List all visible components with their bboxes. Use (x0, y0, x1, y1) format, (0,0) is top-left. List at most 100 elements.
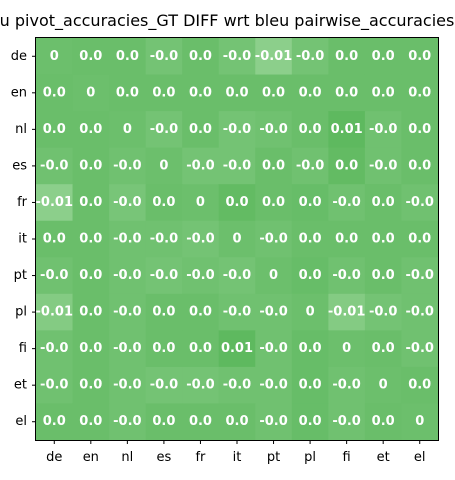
heatmap-cell (72, 366, 110, 404)
heatmap-cell (328, 366, 366, 404)
heatmap-cell (401, 257, 439, 295)
cell-value-label: -0.0 (406, 341, 434, 356)
cell-value-label: -0.0 (259, 305, 287, 320)
heatmap-cell (145, 257, 183, 295)
heatmap-cell (182, 403, 220, 441)
heatmap-cell (291, 38, 329, 76)
x-tick-label: pt (267, 450, 280, 465)
cell-value-label: 0.0 (335, 49, 358, 64)
cell-value-label: 0 (415, 414, 424, 429)
cell-value-label: -0.0 (223, 158, 251, 173)
heatmap-cell (218, 403, 256, 441)
cell-value-label: -0.0 (332, 268, 360, 283)
cell-value-label: 0.0 (79, 195, 102, 210)
heatmap-cell (401, 403, 439, 441)
cell-value-label: -0.0 (150, 122, 178, 137)
cell-value-label: 0.0 (152, 414, 175, 429)
heatmap-cell (218, 184, 256, 222)
heatmap-cell (328, 38, 366, 76)
cell-value-label: 0.0 (79, 232, 102, 247)
heatmap-cell (291, 330, 329, 368)
x-tick-label: pl (304, 450, 316, 465)
cell-value-label: 0.0 (225, 414, 248, 429)
cell-value-label: -0.0 (186, 268, 214, 283)
cell-value-label: 0.0 (152, 341, 175, 356)
heatmap-cell (255, 74, 293, 112)
heatmap-cell (36, 147, 74, 185)
cell-value-label: 0 (86, 85, 95, 100)
y-tick-label: en (11, 85, 27, 100)
cell-value-label: -0.0 (369, 305, 397, 320)
heatmap-cell (328, 220, 366, 258)
heatmap-cell (218, 147, 256, 185)
heatmap-cell (109, 184, 147, 222)
x-tick-label: nl (121, 450, 133, 465)
cell-value-label: 0.0 (189, 122, 212, 137)
cell-value-label: 0.0 (262, 195, 285, 210)
heatmap-cell (255, 403, 293, 441)
heatmap-cell-labels: 0 0.0 0.0 -0.0 0.0 -0.0 -0.01 -0.0 0.0 0.0 0.0 0.0 0… (36, 49, 434, 429)
cell-value-label: 0 (379, 378, 388, 393)
heatmap-cell (218, 38, 256, 76)
heatmap-cell (218, 293, 256, 331)
cell-value-label: -0.0 (40, 158, 68, 173)
cell-value-label: -0.0 (113, 305, 141, 320)
heatmap-cell (255, 293, 293, 331)
x-axis-ticks: de en nl es fr it pt pl fi et el (46, 440, 426, 465)
heatmap-cell (364, 111, 402, 149)
cell-value-label: -0.0 (223, 122, 251, 137)
heatmap-cell (182, 293, 220, 331)
heatmap-cell (145, 38, 183, 76)
heatmap-cell (109, 403, 147, 441)
heatmap-cell (255, 366, 293, 404)
cell-value-label: 0.0 (43, 122, 66, 137)
heatmap-cell (182, 257, 220, 295)
heatmap-cell (72, 220, 110, 258)
heatmap-cell (364, 403, 402, 441)
heatmap-cell (72, 74, 110, 112)
cell-value-label: -0.0 (406, 305, 434, 320)
heatmap-cell (218, 220, 256, 258)
cell-value-label: 0.01 (221, 341, 253, 356)
cell-value-label: -0.0 (332, 195, 360, 210)
heatmap-cell (182, 366, 220, 404)
cell-value-label: -0.01 (255, 49, 292, 64)
cell-value-label: -0.0 (40, 378, 68, 393)
cell-value-label: 0 (306, 305, 315, 320)
heatmap-cell (291, 257, 329, 295)
cell-value-label: 0.0 (152, 85, 175, 100)
cell-value-label: 0.0 (79, 378, 102, 393)
heatmap-cell (145, 220, 183, 258)
cell-value-label: 0.0 (43, 232, 66, 247)
cell-value-label: 0.0 (225, 195, 248, 210)
cell-value-label: -0.01 (36, 195, 73, 210)
y-tick-label: el (15, 414, 27, 429)
cell-value-label: -0.0 (186, 232, 214, 247)
cell-value-label: 0.0 (189, 305, 212, 320)
heatmap-cell (109, 220, 147, 258)
cell-value-label: -0.0 (223, 305, 251, 320)
heatmap-cell (182, 220, 220, 258)
cell-value-label: 0.0 (372, 195, 395, 210)
heatmap-cell (36, 257, 74, 295)
heatmap-cell (36, 184, 74, 222)
cell-value-label: 0.0 (43, 414, 66, 429)
heatmap-cell (145, 403, 183, 441)
heatmap-cell (328, 330, 366, 368)
heatmap-cells (36, 38, 439, 441)
cell-value-label: -0.01 (36, 305, 73, 320)
cell-value-label: 0.0 (189, 49, 212, 64)
heatmap-cell (255, 38, 293, 76)
heatmap-cell (291, 220, 329, 258)
heatmap-cell (328, 111, 366, 149)
heatmap-cell (364, 74, 402, 112)
cell-value-label: -0.0 (223, 268, 251, 283)
cell-value-label: -0.0 (369, 158, 397, 173)
cell-value-label: 0.0 (43, 85, 66, 100)
heatmap-cell (364, 147, 402, 185)
x-tick-label: et (377, 450, 390, 465)
heatmap-cell (328, 147, 366, 185)
heatmap-cell (145, 184, 183, 222)
heatmap-cell (401, 366, 439, 404)
cell-value-label: 0.0 (372, 232, 395, 247)
